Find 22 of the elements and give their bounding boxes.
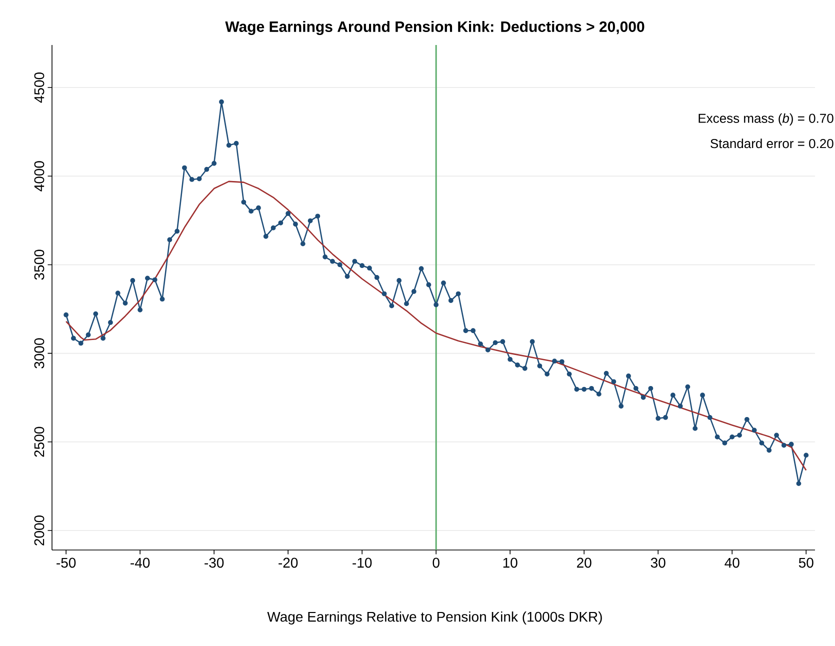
chart-title: Wage Earnings Around Pension Kink: Deductions > 20,000	[225, 20, 644, 36]
x-tick-label: 20	[577, 558, 592, 568]
y-tick-label: 3000	[34, 338, 44, 368]
y-tick-label: 4500	[34, 72, 44, 103]
annotation: Excess mass (b) = 0.70	[698, 113, 834, 126]
annotation: Standard error = 0.20	[710, 138, 834, 148]
x-tick-label: 40	[724, 558, 740, 568]
y-tick-label: 3500	[34, 250, 44, 280]
line-series	[65, 180, 807, 471]
x-axis-title: Wage Earnings Relative to Pension Kink (1000s DKR)	[267, 611, 602, 625]
x-tick-label: -40	[130, 558, 150, 568]
x-tick-label: -50	[56, 558, 76, 568]
y-tick-label: 2500	[34, 426, 44, 457]
y-tick-label: 4000	[34, 161, 44, 192]
x-tick-label: 50	[798, 558, 814, 568]
x-tick-label: 0	[432, 558, 440, 568]
x-tick-label: -10	[352, 558, 372, 568]
x-tick-label: -20	[278, 558, 298, 568]
x-tick-label: -30	[204, 558, 224, 568]
y-tick-label: 2000	[34, 515, 44, 546]
x-tick-label: 10	[503, 558, 518, 568]
x-tick-label: 30	[650, 558, 666, 568]
